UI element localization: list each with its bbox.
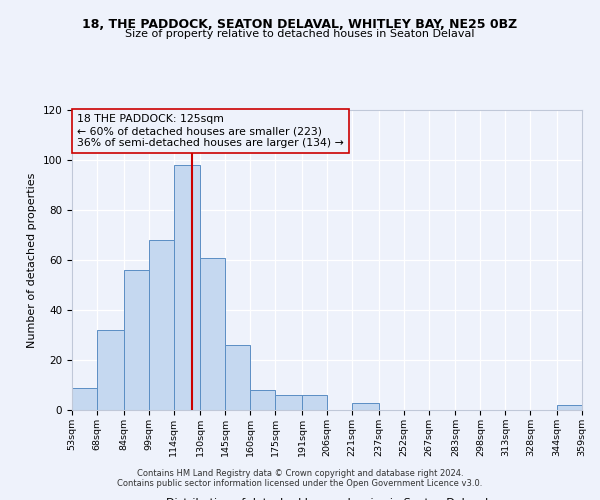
Bar bbox=[72, 388, 97, 410]
X-axis label: Distribution of detached houses by size in Seaton Delaval: Distribution of detached houses by size … bbox=[166, 498, 488, 500]
Bar bbox=[124, 270, 149, 410]
Bar bbox=[149, 240, 173, 410]
Text: 18 THE PADDOCK: 125sqm
← 60% of detached houses are smaller (223)
36% of semi-de: 18 THE PADDOCK: 125sqm ← 60% of detached… bbox=[77, 114, 344, 148]
Bar bbox=[250, 390, 275, 410]
Y-axis label: Number of detached properties: Number of detached properties bbox=[27, 172, 37, 348]
Bar bbox=[97, 330, 124, 410]
Bar bbox=[173, 165, 200, 410]
Bar bbox=[557, 405, 582, 410]
Text: 18, THE PADDOCK, SEATON DELAVAL, WHITLEY BAY, NE25 0BZ: 18, THE PADDOCK, SEATON DELAVAL, WHITLEY… bbox=[82, 18, 518, 30]
Text: Contains public sector information licensed under the Open Government Licence v3: Contains public sector information licen… bbox=[118, 478, 482, 488]
Text: Size of property relative to detached houses in Seaton Delaval: Size of property relative to detached ho… bbox=[125, 29, 475, 39]
Bar bbox=[352, 402, 379, 410]
Bar bbox=[226, 345, 250, 410]
Text: Contains HM Land Registry data © Crown copyright and database right 2024.: Contains HM Land Registry data © Crown c… bbox=[137, 468, 463, 477]
Bar bbox=[275, 395, 302, 410]
Bar bbox=[200, 258, 226, 410]
Bar bbox=[302, 395, 327, 410]
